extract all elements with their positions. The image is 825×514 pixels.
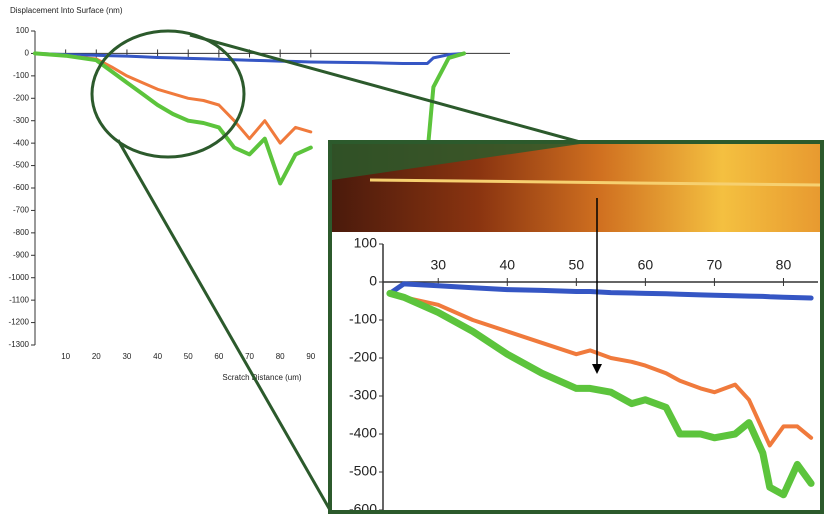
- y-tick-label: -100: [349, 311, 377, 327]
- y-tick-label: -400: [13, 138, 30, 147]
- series-line: [33, 51, 466, 186]
- series-line: [386, 289, 815, 499]
- y-tick-label: -600: [349, 501, 377, 514]
- x-tick-label: 30: [430, 257, 446, 273]
- y-tick-label: 0: [369, 273, 377, 289]
- series-line: [33, 51, 313, 145]
- zoom-line: [116, 139, 332, 511]
- x-tick-label: 50: [184, 352, 193, 361]
- x-tick-label: 80: [276, 352, 285, 361]
- y-tick-label: -500: [349, 463, 377, 479]
- zoom-line: [189, 33, 581, 144]
- x-tick-label: 60: [638, 257, 654, 273]
- y-tick-label: -500: [13, 161, 30, 170]
- y-axis-title: Displacement Into Surface (nm): [10, 6, 123, 15]
- x-tick-label: 80: [776, 257, 792, 273]
- y-tick-label: 0: [25, 49, 30, 58]
- y-tick-label: -900: [13, 250, 30, 259]
- y-tick-label: -1300: [9, 340, 30, 349]
- zoom-ellipse: [90, 29, 246, 159]
- y-tick-label: -200: [349, 349, 377, 365]
- x-tick-label: 50: [569, 257, 585, 273]
- series-line: [387, 281, 814, 301]
- y-tick-label: 100: [354, 235, 378, 251]
- micrograph-shadow: [332, 144, 580, 180]
- series-line: [33, 51, 466, 65]
- main-chart: 1000-100-200-300-400-500-600-700-800-900…: [9, 6, 510, 382]
- y-tick-label: 100: [16, 26, 30, 35]
- x-tick-label: 90: [306, 352, 315, 361]
- x-tick-label: 70: [245, 352, 254, 361]
- x-tick-label: 60: [214, 352, 223, 361]
- x-tick-label: 70: [707, 257, 723, 273]
- y-tick-label: -300: [349, 387, 377, 403]
- x-tick-label: 10: [61, 352, 70, 361]
- y-tick-label: -800: [13, 228, 30, 237]
- arrow-head: [592, 364, 602, 374]
- y-tick-label: -100: [13, 71, 30, 80]
- x-tick-label: 40: [499, 257, 515, 273]
- y-tick-label: -1200: [9, 318, 30, 327]
- y-tick-label: -600: [13, 183, 30, 192]
- x-tick-label: 40: [153, 352, 162, 361]
- series-line: [387, 291, 814, 448]
- y-tick-label: -1100: [9, 295, 29, 304]
- y-tick-label: -1000: [9, 273, 30, 282]
- inset-chart: 100 0 -100 -200 -300 -400 -500 -600 30 40 50 60 70 80: [349, 235, 818, 514]
- y-tick-label: -300: [13, 116, 30, 125]
- scratch-track: [369, 178, 821, 187]
- x-axis-title: Scratch Distance (um): [222, 373, 301, 382]
- x-tick-label: 30: [122, 352, 131, 361]
- y-tick-label: -200: [13, 93, 30, 102]
- x-tick-label: 20: [92, 352, 101, 361]
- y-tick-label: -700: [13, 206, 30, 215]
- y-tick-label: -400: [349, 425, 377, 441]
